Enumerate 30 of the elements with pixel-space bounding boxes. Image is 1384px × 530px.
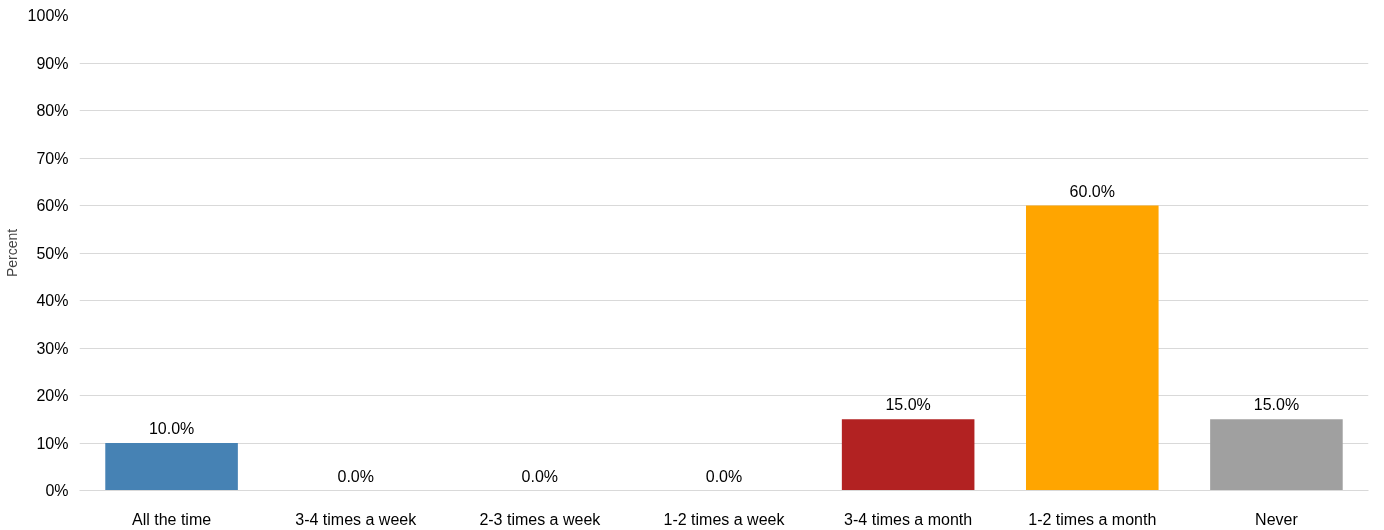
y-tick-label: 40% xyxy=(36,292,69,309)
y-tick-label: 80% xyxy=(36,102,69,119)
data-label: 0.0% xyxy=(705,467,743,485)
x-tick-label: 3-4 times a month xyxy=(844,510,973,528)
y-tick-label: 60% xyxy=(36,197,69,214)
bar xyxy=(1210,419,1343,491)
y-tick-label: 50% xyxy=(36,244,69,262)
y-tick-label: 30% xyxy=(36,339,69,357)
data-label: 10.0% xyxy=(148,420,195,437)
data-label: 15.0% xyxy=(885,396,931,414)
y-tick-label: 20% xyxy=(36,387,69,404)
y-tick-label: 70% xyxy=(36,149,69,167)
data-label: 0.0% xyxy=(521,467,559,485)
x-tick-label: Never xyxy=(1255,510,1299,528)
bar xyxy=(1025,205,1159,491)
x-tick-label: All the time xyxy=(132,510,212,528)
data-label: 15.0% xyxy=(1253,396,1300,414)
x-tick-label: 2-3 times a week xyxy=(479,510,602,528)
bar xyxy=(841,419,975,491)
y-tick-label: 0% xyxy=(45,482,69,499)
data-label: 0.0% xyxy=(337,467,374,485)
y-tick-label: 100% xyxy=(27,7,69,24)
y-tick-label: 10% xyxy=(36,434,69,452)
x-tick-label: 1-2 times a week xyxy=(663,510,786,528)
x-tick-label: 1-2 times a month xyxy=(1028,510,1157,528)
data-label: 60.0% xyxy=(1069,182,1115,200)
y-tick-label: 90% xyxy=(36,54,69,72)
y-axis-title: Percent xyxy=(3,228,20,278)
x-tick-label: 3-4 times a week xyxy=(295,510,418,528)
bar xyxy=(105,443,238,491)
